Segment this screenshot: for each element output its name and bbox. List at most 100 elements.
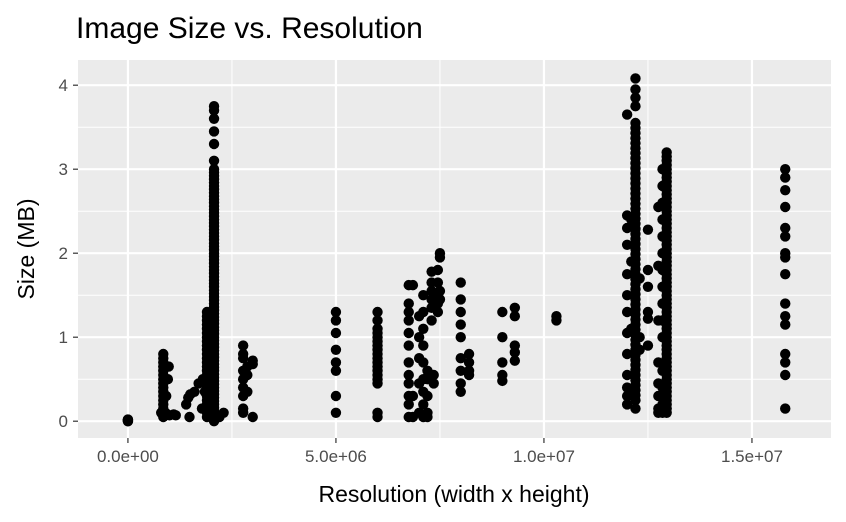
data-point [621, 306, 633, 318]
data-point [780, 201, 791, 213]
data-point [463, 348, 475, 360]
data-point [780, 311, 791, 322]
data-point [653, 357, 664, 368]
data-point [455, 319, 466, 330]
data-point [780, 222, 791, 234]
data-point [208, 138, 220, 150]
data-point [642, 264, 654, 276]
data-point [418, 323, 429, 334]
data-point [657, 231, 668, 242]
data-point [657, 365, 668, 376]
data-point [621, 369, 633, 381]
data-point [780, 357, 791, 368]
data-point [208, 155, 220, 166]
data-point [634, 344, 645, 355]
data-point [407, 390, 419, 402]
data-point [372, 315, 383, 326]
data-point [630, 73, 641, 84]
data-point [418, 340, 429, 351]
data-point [657, 382, 668, 393]
x-tick-label: 5.0e+06 [305, 447, 367, 466]
y-tick-label: 0 [59, 412, 68, 431]
data-point [780, 348, 791, 360]
data-point [657, 248, 668, 259]
data-point [330, 407, 342, 418]
data-point [661, 147, 672, 158]
data-point [208, 126, 220, 137]
data-point [196, 403, 208, 414]
data-point [455, 353, 466, 364]
data-point [413, 332, 425, 343]
y-tick-label: 2 [59, 244, 68, 263]
data-point [158, 348, 169, 360]
data-point [403, 378, 414, 389]
data-point [432, 264, 444, 276]
data-points [122, 73, 791, 427]
data-point [780, 369, 791, 381]
data-point [621, 239, 633, 250]
data-point [330, 306, 342, 318]
gridlines [78, 60, 831, 438]
data-point [247, 411, 258, 423]
data-point [422, 411, 433, 423]
data-point [634, 273, 645, 284]
x-tick-label: 0.0e+00 [97, 447, 159, 466]
data-point [780, 231, 791, 242]
data-point [653, 390, 664, 402]
data-point [657, 332, 668, 343]
data-point [661, 407, 672, 418]
data-point [630, 92, 641, 104]
data-point [455, 306, 466, 318]
data-point [426, 315, 437, 326]
data-point [432, 277, 444, 288]
data-point [403, 399, 414, 410]
data-point [418, 306, 429, 318]
data-point [455, 365, 466, 376]
data-point [626, 256, 637, 267]
data-point [403, 369, 414, 381]
data-point [642, 340, 654, 351]
x-tick-label: 1.5e+07 [721, 447, 783, 466]
data-point [634, 332, 645, 343]
data-point [403, 298, 414, 309]
data-point [780, 403, 791, 414]
data-point [434, 294, 446, 305]
data-point [657, 298, 668, 309]
data-point [657, 399, 668, 410]
data-point [434, 285, 446, 297]
data-point [330, 344, 342, 355]
data-point [403, 306, 414, 318]
data-point [657, 281, 668, 292]
data-point [621, 399, 633, 410]
data-point [163, 361, 174, 372]
data-point [218, 407, 229, 418]
data-point [780, 252, 791, 263]
data-point [621, 290, 633, 301]
data-point [621, 222, 633, 234]
data-point [551, 315, 562, 326]
data-point [497, 332, 508, 343]
data-point [642, 224, 654, 235]
data-point [657, 180, 668, 192]
data-point [509, 311, 521, 322]
data-point [330, 357, 342, 368]
data-point [509, 355, 521, 366]
data-point [428, 369, 439, 381]
data-point [657, 164, 668, 175]
y-tick-label: 3 [59, 160, 68, 179]
data-point [199, 386, 211, 397]
chart-title: Image Size vs. Resolution [76, 12, 423, 45]
data-point [630, 403, 641, 414]
data-point [455, 386, 466, 397]
data-point [621, 348, 633, 360]
data-point [418, 357, 429, 368]
data-point [780, 172, 791, 183]
x-axis: 0.0e+00 5.0e+06 1.0e+07 1.5e+07 [97, 438, 783, 466]
x-tick-label: 1.0e+07 [513, 447, 575, 466]
data-point [657, 264, 668, 276]
data-point [434, 252, 446, 263]
data-point [372, 306, 383, 318]
data-point [432, 306, 444, 318]
data-point [184, 411, 195, 423]
data-point [208, 101, 220, 112]
